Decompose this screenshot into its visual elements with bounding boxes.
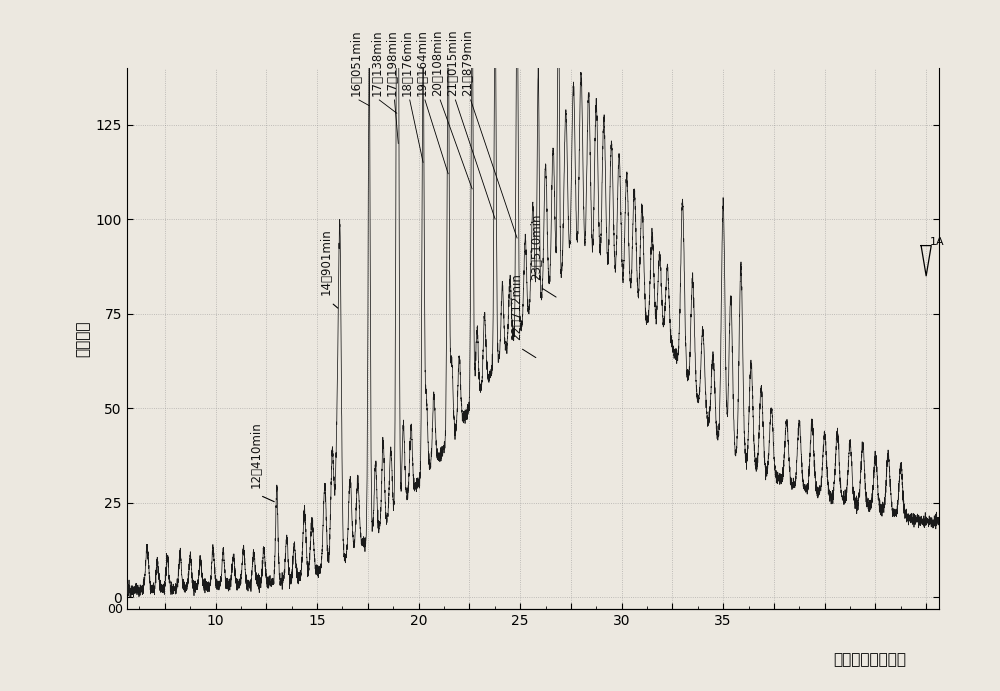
Text: 20．108min: 20．108min [431,30,444,96]
Text: 00: 00 [107,603,123,616]
Text: 停留时间（分钟）: 停留时间（分钟） [834,652,906,667]
Text: 23．510min: 23．510min [530,213,543,280]
Text: 14．901min: 14．901min [320,228,333,295]
Text: 12．410min: 12．410min [250,421,263,488]
Y-axis label: 离子强度: 离子强度 [75,320,90,357]
Text: 19．164min: 19．164min [416,29,429,96]
Text: 17．198min: 17．198min [385,30,398,96]
Text: 18．176min: 18．176min [401,30,414,96]
Text: 16．051min: 16．051min [350,30,363,96]
Text: 17．138min: 17．138min [370,30,383,96]
Text: 21．015min: 21．015min [446,30,459,96]
Text: 1A: 1A [930,237,945,247]
Text: 22．712min: 22．712min [510,274,523,340]
Text: 21．879min: 21．879min [462,30,475,96]
